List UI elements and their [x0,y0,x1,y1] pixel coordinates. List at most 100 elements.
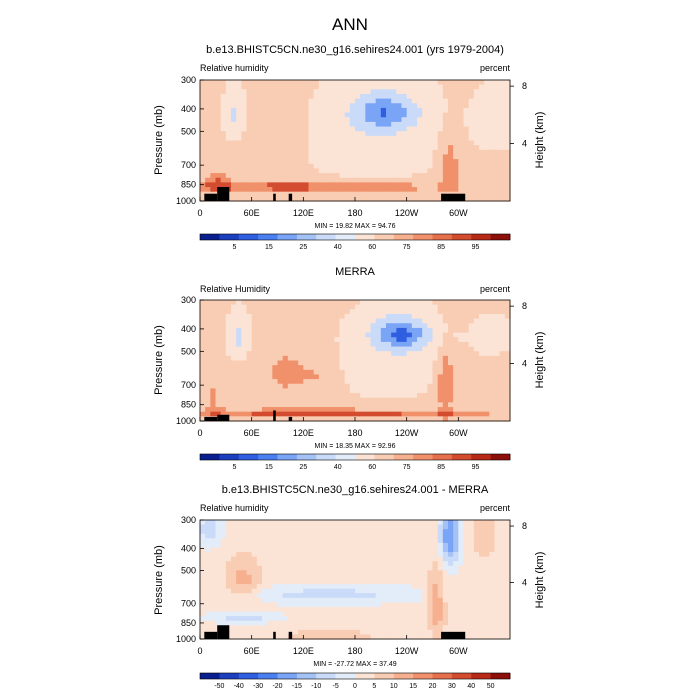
contour-cell [349,145,356,151]
contour-cell [355,584,361,590]
contour-cell [344,574,351,581]
contour-cell [355,602,361,608]
contour-cell [479,397,485,403]
contour-cell [293,337,299,343]
contour-cell [499,318,506,324]
contour-cell [241,84,248,90]
contour-cell [344,191,351,197]
contour-cell [298,187,304,193]
contour-cell [401,629,408,636]
contour-cell [262,538,268,544]
contour-cell [308,98,315,104]
contour-cell [386,620,392,626]
contour-cell [215,98,222,104]
contour-cell [334,416,341,422]
contour-cell [473,374,480,380]
contour-cell [287,355,294,362]
contour-cell [324,93,330,100]
contour-cell [370,300,377,306]
contour-cell [298,332,304,338]
contour-cell [231,337,237,343]
contour-cell [484,121,490,128]
contour-cell [432,309,439,315]
contour-cell [313,620,320,626]
contour-cell [391,182,397,188]
contour-cell [360,346,366,352]
contour-cell [236,593,242,599]
contour-cell [334,556,341,562]
contour-cell [479,182,485,188]
contour-cell [262,524,268,530]
colorbar-label: 15 [409,683,417,690]
contour-cell [468,611,475,617]
contour-cell [205,168,211,174]
contour-cell [225,182,232,188]
contour-cell [386,346,392,352]
contour-cell [473,602,480,608]
contour-cell [396,149,403,156]
contour-cell [349,351,356,357]
contour-cell [427,107,434,114]
contour-cell [401,93,408,100]
contour-cell [396,393,403,399]
contour-cell [205,309,211,315]
contour-cell [473,135,480,142]
contour-cell [329,163,335,170]
contour-cell [360,520,366,526]
contour-cell [236,388,242,394]
contour-cell [468,93,475,100]
contour-cell [210,602,217,608]
contour-cell [463,84,470,90]
contour-cell [231,379,237,385]
contour-cell [453,369,459,376]
contour-cell [293,620,299,626]
contour-cell [468,187,475,193]
contour-cell [489,351,496,357]
contour-cell [489,407,496,413]
contour-cell [334,524,341,530]
contour-cell [349,159,356,165]
contour-cell [499,388,506,394]
contour-cell [494,556,501,562]
contour-cell [205,561,211,567]
contour-cell [339,332,346,338]
contour-cell [396,397,403,403]
contour-cell [360,620,366,626]
contour-cell [241,131,248,137]
contour-cell [256,355,263,362]
contour-cell [437,182,444,188]
contour-cell [308,149,315,156]
contour-cell [298,107,304,114]
contour-cell [401,89,408,95]
contour-cell [448,135,454,142]
contour-cell [303,529,310,535]
contour-cell [458,355,465,362]
contour-cell [448,103,454,109]
contour-cell [355,625,361,631]
contour-cell [215,332,222,338]
contour-cell [386,565,392,571]
contour-cell [262,383,268,390]
contour-cell [396,103,403,109]
contour-cell [411,126,418,132]
contour-cell [473,103,480,109]
contour-cell [277,126,284,132]
contour-cell [225,93,232,100]
contour-cell [282,374,289,380]
contour-cell [484,402,490,408]
contour-cell [380,313,387,320]
contour-cell [504,191,511,197]
contour-cell [241,602,248,608]
contour-cell [344,625,351,631]
y-tick-label: 700 [181,380,196,390]
contour-cell [370,606,377,613]
contour-cell [494,606,501,613]
contour-cell [499,135,506,142]
contour-cell [375,313,382,320]
contour-cell [231,126,237,132]
contour-cell [473,529,480,535]
contour-cell [256,561,263,567]
contour-cell [349,355,356,362]
contour-cell [499,360,506,366]
contour-cell [386,593,392,599]
